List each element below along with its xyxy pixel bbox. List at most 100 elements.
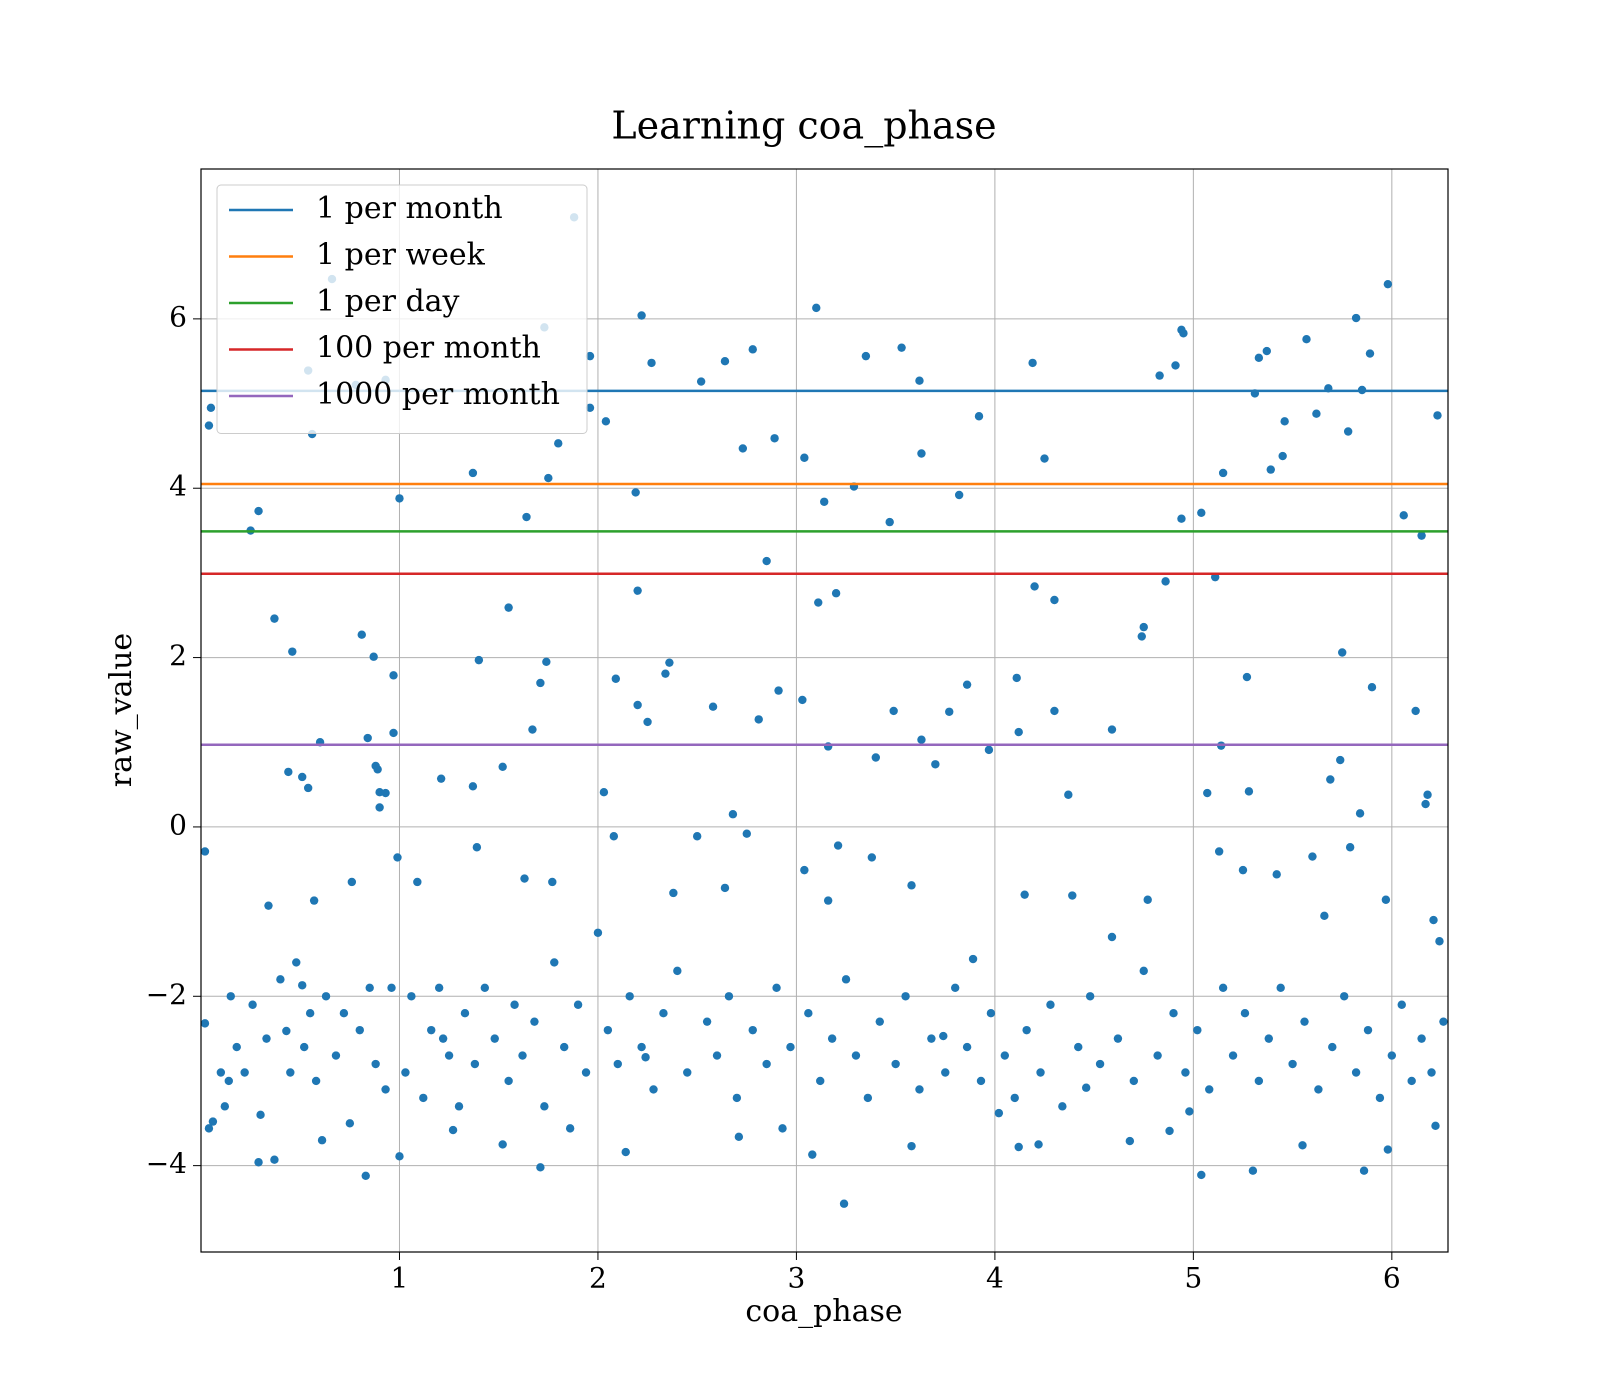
scatter-point (1185, 1107, 1194, 1116)
legend-label: 1 per week (316, 238, 486, 273)
scatter-point (365, 983, 374, 993)
x-tick-label: 3 (788, 1262, 806, 1295)
scatter-point (621, 1147, 630, 1157)
scatter-point (1238, 865, 1248, 875)
scatter-point (311, 1076, 321, 1086)
scatter-point (1363, 1025, 1373, 1035)
legend-label: 1 per month (316, 191, 503, 226)
scatter-point (504, 603, 513, 612)
scatter-point (1161, 577, 1170, 586)
scatter-point (1254, 353, 1264, 363)
scatter-point (1411, 706, 1420, 716)
scatter-point (814, 598, 823, 607)
scatter-point (444, 1051, 454, 1060)
scatter-point (1343, 427, 1353, 436)
scatter-point (738, 444, 748, 453)
scatter-point (637, 1042, 646, 1052)
scatter-point (748, 1025, 757, 1035)
legend-label: 100 per month (316, 331, 541, 366)
scatter-point (1278, 451, 1287, 461)
scatter-point (1276, 983, 1285, 993)
scatter-point (1034, 1140, 1043, 1149)
scatter-point (661, 669, 670, 678)
scatter-point (917, 449, 926, 458)
scatter-point (1179, 329, 1188, 338)
scatter-point (200, 847, 210, 856)
scatter-point (454, 1102, 464, 1111)
scatter-point (381, 1085, 390, 1094)
scatter-point (434, 983, 444, 993)
scatter-point (1266, 465, 1275, 474)
scatter-point (339, 1009, 349, 1018)
scatter-point (601, 417, 611, 426)
scatter-point (438, 1034, 448, 1043)
scatter-point (786, 1042, 795, 1052)
scatter-point (498, 1140, 507, 1149)
scatter-point (204, 421, 214, 430)
scatter-point (1375, 1093, 1385, 1103)
scatter-point (917, 735, 926, 744)
scatter-point (1365, 349, 1375, 358)
scatter-point (240, 1068, 249, 1077)
scatter-point (1280, 417, 1289, 426)
scatter-point (1050, 595, 1059, 605)
scatter-point (1355, 809, 1365, 818)
scatter-point (613, 1059, 622, 1069)
scatter-point (728, 810, 738, 819)
scatter-point (1300, 1017, 1309, 1026)
scatter-point (448, 1125, 458, 1135)
scatter-point (270, 1155, 279, 1164)
x-tick-label: 2 (589, 1262, 607, 1295)
scatter-point (581, 1068, 591, 1077)
scatter-point (1264, 1034, 1273, 1043)
scatter-point (436, 774, 446, 783)
scatter-point (1046, 1000, 1055, 1009)
scatter-point (389, 671, 398, 680)
scatter-point (823, 896, 833, 905)
scatter-point (536, 678, 545, 688)
scatter-point (262, 1034, 271, 1043)
scatter-point (1407, 1076, 1416, 1086)
scatter-point (1427, 1068, 1436, 1077)
scatter-point (669, 888, 678, 898)
scatter-point (637, 311, 646, 320)
scatter-point (875, 1017, 884, 1026)
scatter-point (1429, 915, 1438, 925)
scatter-point (208, 1117, 218, 1126)
scatter-point (1242, 672, 1252, 682)
scatter-point (305, 1009, 315, 1018)
scatter-point (633, 586, 642, 595)
scatter-point (1014, 1142, 1023, 1152)
scatter-point (762, 1059, 771, 1069)
scatter-point (1320, 911, 1329, 921)
scatter-point (407, 992, 416, 1001)
scatter-point (331, 1051, 341, 1060)
scatter-point (282, 1026, 291, 1036)
scatter-point (276, 975, 285, 984)
scatter-point (401, 1068, 410, 1077)
scatter-point (472, 843, 482, 852)
scatter-point (573, 1000, 583, 1009)
scatter-point (248, 1000, 257, 1009)
scatter-point (1107, 725, 1117, 734)
x-tick-label: 4 (986, 1262, 1004, 1295)
y-tick-label: −2 (146, 978, 187, 1011)
scatter-point (286, 1068, 295, 1077)
scatter-point (1228, 1051, 1238, 1060)
scatter-point (256, 1110, 265, 1120)
scatter-point (427, 1025, 436, 1035)
scatter-point (641, 1053, 650, 1062)
scatter-point (460, 1009, 470, 1018)
scatter-point (1153, 1051, 1162, 1060)
scatter-point (1314, 1085, 1323, 1094)
scatter-point (1197, 1170, 1206, 1180)
scatter-point (994, 1108, 1004, 1118)
scatter-point (976, 1076, 986, 1086)
scatter-point (891, 1059, 900, 1069)
scatter-point (931, 760, 940, 769)
scatter-point (1081, 1083, 1091, 1092)
scatter-point (941, 1068, 950, 1077)
scatter-point (1214, 847, 1224, 856)
scatter-point (1205, 1085, 1214, 1094)
